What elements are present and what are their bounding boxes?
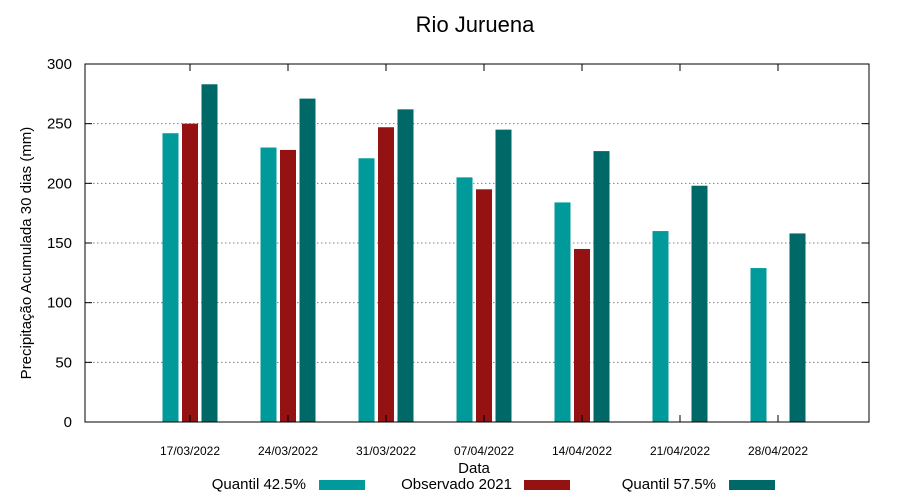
y-tick-label: 0 xyxy=(64,414,72,431)
bar xyxy=(456,177,473,422)
x-tick-label: 24/03/2022 xyxy=(258,444,318,458)
bar xyxy=(574,248,590,422)
legend-swatch xyxy=(524,480,570,490)
y-axis-label: Precipitação Acumulada 30 dias (mm) xyxy=(18,127,35,380)
x-axis-ticks: 17/03/2022 24/03/2022 31/03/2022 07/04/2022… xyxy=(160,64,808,458)
chart-title: Rio Juruena xyxy=(416,12,535,37)
bar xyxy=(750,268,767,422)
bar xyxy=(691,185,708,422)
y-tick-label: 150 xyxy=(47,235,72,252)
bar xyxy=(280,149,296,423)
legend-swatch xyxy=(319,480,365,490)
x-tick-label: 07/04/2022 xyxy=(454,444,514,458)
x-tick-label: 21/04/2022 xyxy=(650,444,710,458)
bar xyxy=(299,98,316,423)
x-axis-label: Data xyxy=(458,460,490,477)
legend: Quantil 42.5% Observado 2021 Quantil 57.5% xyxy=(212,476,775,493)
x-tick-label: 14/04/2022 xyxy=(552,444,612,458)
x-tick-label: 28/04/2022 xyxy=(748,444,808,458)
y-axis-ticks: 0 50 100 150 200 250 300 xyxy=(47,56,869,431)
y-tick-label: 100 xyxy=(47,295,72,312)
bar xyxy=(495,129,512,422)
bar xyxy=(593,151,610,422)
bar xyxy=(358,158,375,423)
legend-swatch xyxy=(729,480,775,490)
bar xyxy=(789,233,806,422)
legend-label: Quantil 57.5% xyxy=(622,476,716,493)
bar xyxy=(652,231,669,422)
bar xyxy=(476,189,492,422)
bar xyxy=(378,127,394,422)
x-tick-label: 31/03/2022 xyxy=(356,444,416,458)
bars xyxy=(162,84,806,423)
bar xyxy=(260,147,277,423)
legend-label: Observado 2021 xyxy=(401,476,512,493)
legend-label: Quantil 42.5% xyxy=(212,476,306,493)
y-tick-label: 50 xyxy=(55,354,72,371)
x-tick-label: 17/03/2022 xyxy=(160,444,220,458)
bar xyxy=(162,133,179,423)
bar xyxy=(397,109,414,422)
y-tick-label: 300 xyxy=(47,56,72,73)
y-tick-label: 200 xyxy=(47,175,72,192)
bar xyxy=(554,202,571,422)
bar xyxy=(182,123,198,423)
y-tick-label: 250 xyxy=(47,116,72,133)
bar xyxy=(201,84,218,422)
